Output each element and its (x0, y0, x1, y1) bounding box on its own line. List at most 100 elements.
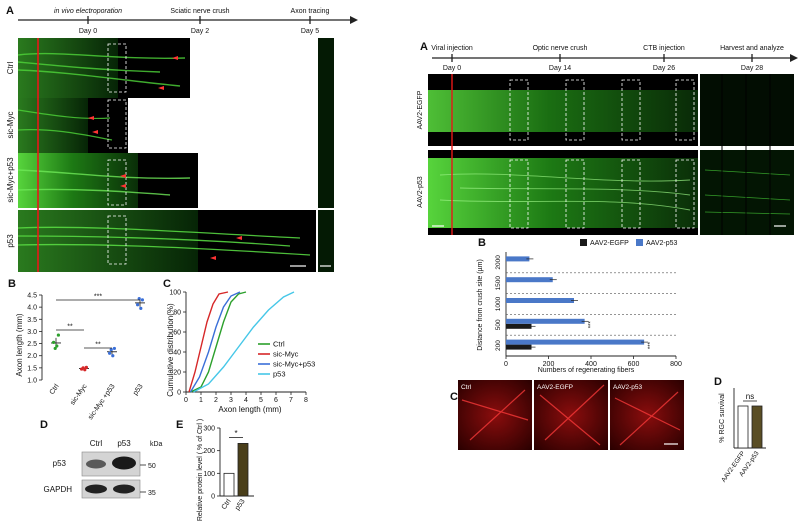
left-c-xtick-label-2: 2 (214, 397, 218, 404)
right-timeline-event-3: Harvest and analyze (720, 45, 784, 52)
left-micrograph-insets (318, 38, 334, 272)
left-b-point-0-1 (53, 346, 57, 351)
left-b-point-2-2 (111, 354, 115, 358)
right-timeline-arrowhead (790, 54, 798, 62)
left-b-point-2-0 (108, 351, 112, 355)
right-b-bar-0-1 (506, 256, 530, 262)
right-b-xlabel: Numbers of regenerating fibers (538, 367, 635, 374)
right-timeline-day-3: Day 28 (741, 65, 763, 72)
right-b-legend-swatch-p53 (636, 239, 643, 246)
right-b-legend-p53: AAV2-p53 (646, 240, 677, 247)
right-b-xtick-label-2: 400 (585, 361, 597, 368)
left-b-point-0-0 (52, 340, 56, 344)
left-d-lane-ctrl: Ctrl (90, 439, 103, 448)
left-b-point-0-2 (55, 344, 59, 348)
right-d-bar-0 (737, 405, 749, 449)
left-c-xtick-label-7: 7 (289, 397, 293, 404)
left-b-point-2-1 (109, 348, 113, 352)
right-panel-b-letter: B (478, 237, 486, 249)
left-b-ytick-label-1: 1.5 (27, 365, 37, 372)
left-c-series-line-0 (190, 291, 247, 393)
left-c-xtick-label-0: 0 (184, 397, 188, 404)
right-c-label-egfp: AAV2-EGFP (537, 384, 573, 391)
left-c-legend-label-2: sic-Myc+p53 (273, 360, 315, 369)
right-c-label-p53: AAV2-p53 (613, 384, 643, 391)
left-b-ytick-label-4: 3.0 (27, 329, 37, 336)
left-panel-c-letter: C (163, 278, 171, 290)
left-timeline-event-1: Sciatic nerve crush (170, 8, 229, 15)
right-b-ytick-label-1: 1500 (495, 276, 502, 291)
right-c-staining-images (458, 380, 684, 450)
right-b-legend-swatch-egfp (580, 239, 587, 246)
right-d-ylabel: % RGC survival (719, 393, 726, 443)
left-timeline-day-1: Day 2 (191, 28, 209, 35)
left-e-ylabel: Relative protein level ( % of Ctrl ) (197, 419, 204, 521)
right-b-xtick-label-4: 800 (670, 361, 682, 368)
left-b-ytick-label-6: 4.0 (27, 305, 37, 312)
right-timeline-event-1: Optic nerve crush (533, 45, 588, 52)
left-row-label-p53: p53 (6, 234, 15, 248)
right-b-ytick-label-3: 500 (495, 319, 502, 330)
right-b-xtick-label-1: 200 (543, 361, 555, 368)
left-b-significance-2: ** (95, 342, 101, 349)
left-b-significance-1: ** (67, 324, 73, 331)
left-c-legend-label-0: Ctrl (273, 340, 285, 349)
right-b-bar-1-1 (506, 277, 553, 283)
left-e-bar-0 (223, 472, 235, 497)
left-d-row-p53: p53 (53, 459, 67, 468)
left-e-bar-1 (237, 443, 249, 497)
axon-length-dotplot: 1.0 1.5 2.0 2.5 3.0 3.5 4.0 4.5 Ctrl sic-Mycsic-M… (27, 293, 145, 421)
left-c-series-line-2 (189, 291, 241, 393)
left-c-ylabel: Cumulative distribution(%) (166, 303, 175, 397)
right-row-label-p53: AAV2-p53 (417, 176, 424, 207)
left-timeline-event-2: Axon tracing (291, 8, 330, 15)
left-timeline-day-2: Day 5 (301, 28, 319, 35)
right-c-label-ctrl: Ctrl (461, 384, 472, 391)
right-panel-c-letter: C (450, 391, 458, 403)
left-micrograph-row-sicmyc (17, 98, 128, 153)
left-c-ytick-label-3: 60 (173, 330, 181, 337)
left-e-ytick-label-2: 200 (203, 448, 215, 455)
left-panel-d-letter: D (40, 419, 48, 431)
right-inset-dividers (721, 74, 771, 235)
right-b-significance-1: *** (648, 341, 654, 349)
right-timeline-day-2: Day 26 (653, 65, 675, 72)
left-micrograph-row-p53 (17, 210, 316, 272)
left-c-xtick-label-1: 1 (199, 397, 203, 404)
left-e-xtick-label-1: p53 (234, 498, 246, 512)
right-dashed-boxes (509, 79, 695, 229)
left-c-xtick-label-6: 6 (274, 397, 278, 404)
left-c-ytick-label-1: 20 (173, 370, 181, 377)
left-row-label-ctrl: Ctrl (6, 62, 15, 75)
right-timeline-day-0: Day 0 (443, 65, 461, 72)
right-timeline-event-0: Viral injection (431, 45, 473, 52)
left-c-xtick-label-4: 4 (244, 397, 248, 404)
left-b-ytick-label-0: 1.0 (27, 378, 37, 385)
left-b-xtick-label-3: p53 (132, 383, 144, 397)
left-timeline-event-0: in vivo electroporation (54, 8, 122, 15)
blot-p53-band-p53 (112, 456, 136, 470)
left-b-ytick-label-5: 3.5 (27, 317, 37, 324)
right-b-ytick-label-0: 2000 (495, 255, 502, 270)
left-b-point-3-3 (140, 298, 144, 302)
left-micrograph-row-ctrl (17, 38, 190, 98)
right-d-significance: ns (746, 392, 754, 401)
left-b-point-1-2 (83, 368, 87, 372)
right-b-bar-3-0 (506, 323, 532, 329)
left-b-ytick-label-2: 2.0 (27, 353, 37, 360)
right-d-bar-1 (751, 405, 763, 449)
left-c-ytick-label-0: 0 (177, 390, 181, 397)
right-b-bar-2-1 (506, 298, 574, 303)
cumulative-distribution-chart: 0 20 40 60 80 100 0 1 2 3 4 5 6 7 8 Ctrlsic-Mycsic-Myc+… (169, 290, 315, 405)
right-b-bar-4-1 (506, 339, 645, 345)
left-b-xtick-label-1: sic-Myc (69, 383, 89, 407)
left-d-marker-35: 35 (148, 490, 156, 497)
left-c-xtick-label-5: 5 (259, 397, 263, 404)
left-e-xtick-label-0: Ctrl (221, 498, 233, 511)
left-c-xtick-label-3: 3 (229, 397, 233, 404)
left-d-kda-label: kDa (150, 441, 163, 448)
left-c-series-line-3 (193, 291, 295, 393)
left-e-significance: * (234, 429, 237, 438)
